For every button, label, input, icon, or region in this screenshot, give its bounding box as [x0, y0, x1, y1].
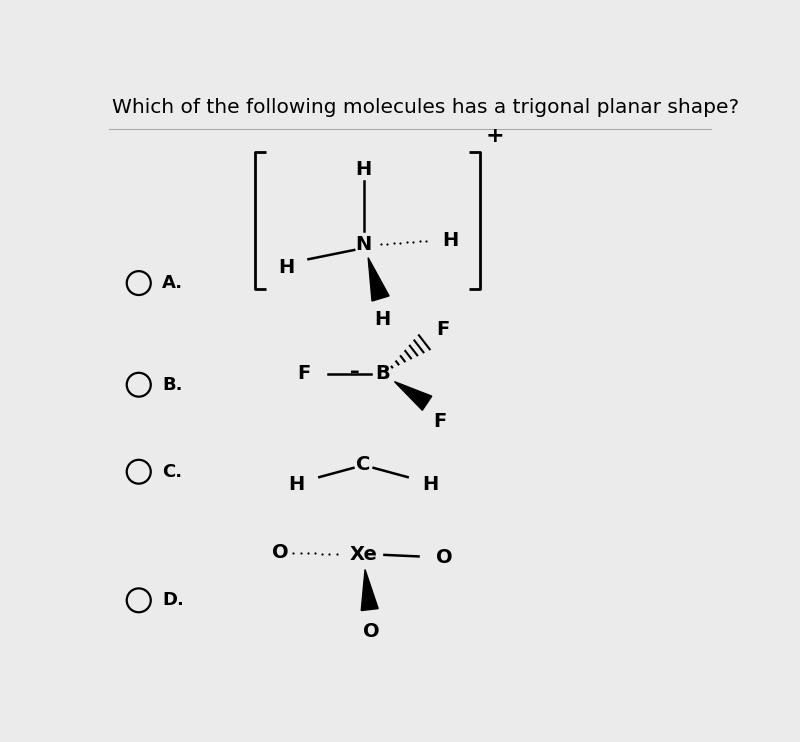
- Text: D.: D.: [162, 591, 184, 609]
- Text: B: B: [375, 364, 390, 384]
- Text: H: H: [374, 309, 390, 329]
- Text: H: H: [442, 232, 458, 250]
- Text: F: F: [434, 412, 447, 431]
- Text: H: H: [278, 258, 294, 278]
- Text: F: F: [298, 364, 310, 384]
- Text: H: H: [422, 476, 438, 494]
- Text: O: O: [363, 622, 379, 640]
- Text: O: O: [436, 548, 453, 567]
- Text: N: N: [355, 235, 372, 254]
- Text: +: +: [486, 126, 505, 146]
- Text: F: F: [436, 320, 449, 339]
- Text: A.: A.: [162, 274, 183, 292]
- Polygon shape: [368, 257, 389, 301]
- Polygon shape: [362, 570, 378, 611]
- Text: –: –: [350, 362, 360, 381]
- Polygon shape: [394, 381, 432, 410]
- Text: C: C: [356, 455, 370, 473]
- Text: H: H: [289, 476, 305, 494]
- Text: O: O: [272, 543, 289, 562]
- Text: C.: C.: [162, 463, 182, 481]
- Text: H: H: [355, 160, 372, 180]
- Text: Xe: Xe: [350, 545, 378, 564]
- Text: B.: B.: [162, 375, 182, 394]
- Text: Which of the following molecules has a trigonal planar shape?​: Which of the following molecules has a t…: [112, 98, 738, 117]
